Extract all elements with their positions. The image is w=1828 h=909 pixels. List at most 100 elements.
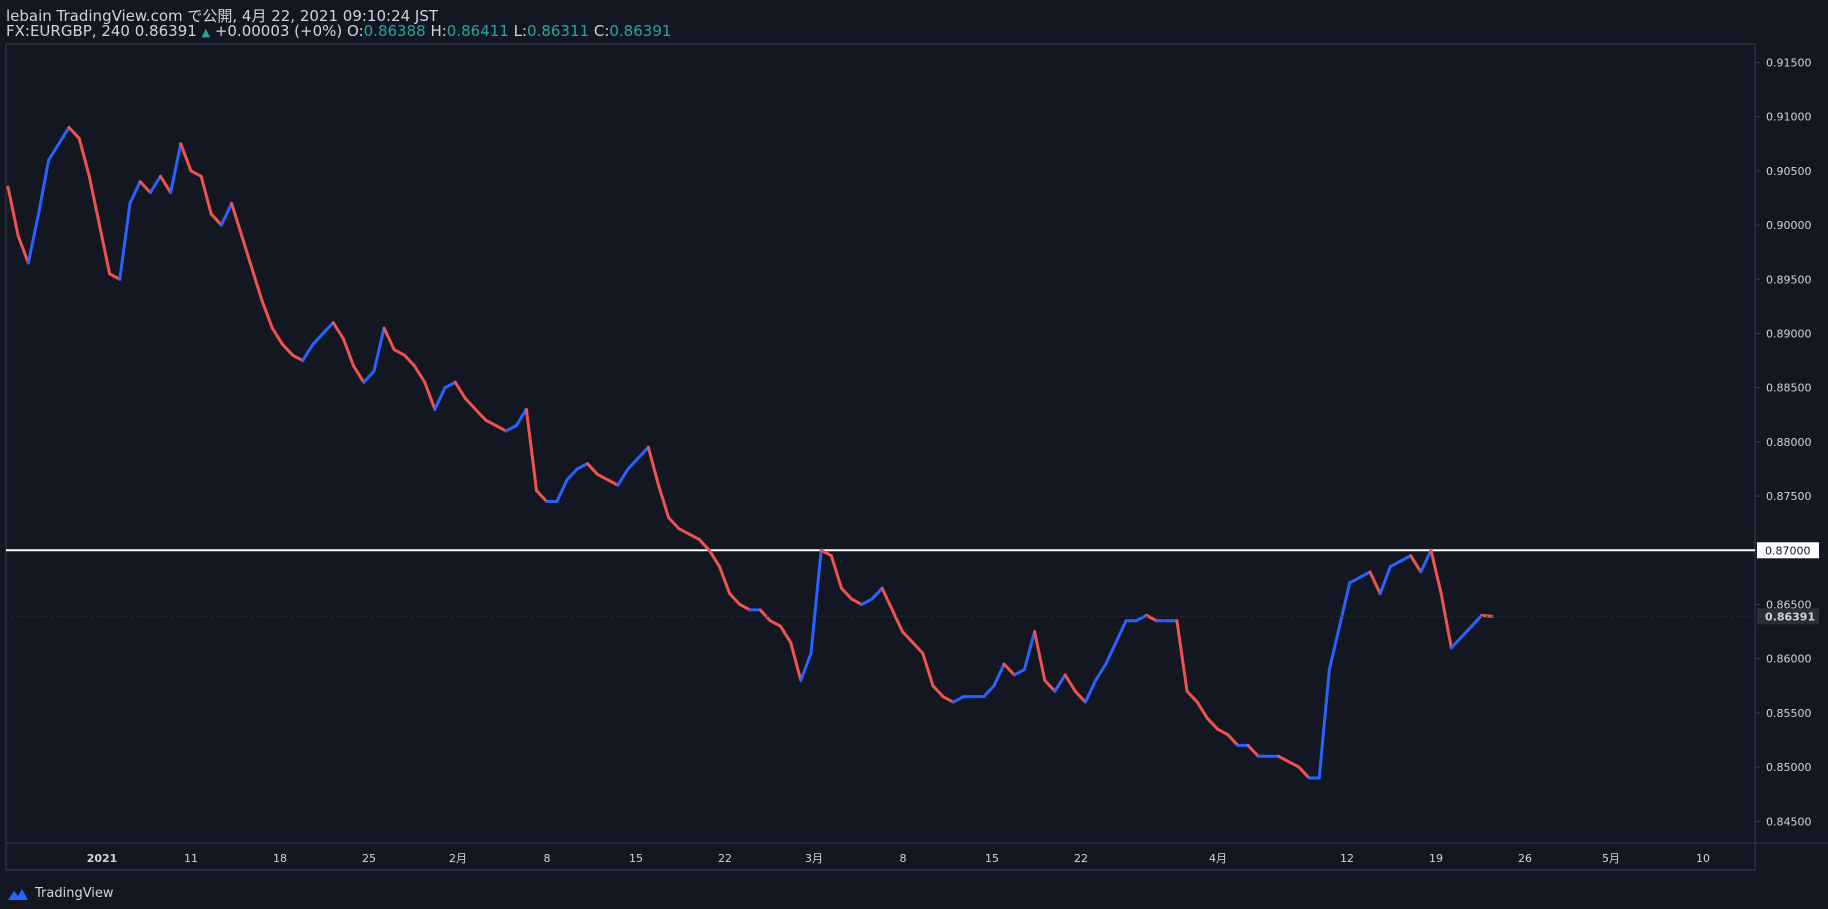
plot-border (5, 43, 1756, 871)
price-segment (1175, 619, 1189, 693)
price-segment (16, 234, 30, 265)
high-value: 0.86411 (446, 22, 509, 40)
price-segment (6, 185, 20, 238)
price-segment (1144, 613, 1159, 623)
price-segment (443, 380, 457, 390)
price-segment (67, 125, 81, 140)
price-segment (900, 630, 915, 644)
price-segment (413, 364, 427, 384)
y-tick-label: 0.85000 (1766, 761, 1812, 774)
price-segment (1104, 640, 1118, 666)
price-segment (433, 386, 447, 411)
chart-header-ohlc: FX:EURGBP, 240 0.86391 ▲ +0.00003 (+0%) … (6, 22, 671, 40)
price-segment (118, 201, 132, 281)
price-segment (829, 554, 843, 590)
price-segment (1338, 581, 1352, 628)
tradingview-cloud-icon (8, 888, 28, 900)
x-tick-label: 15 (985, 852, 999, 865)
price-segment (1033, 630, 1047, 682)
price-segment (189, 169, 203, 178)
price-segment (1277, 754, 1291, 764)
x-tick-label: 2月 (449, 852, 467, 865)
y-tick-label: 0.89500 (1766, 273, 1812, 286)
price-segment (1297, 765, 1311, 780)
price-segment (657, 483, 671, 520)
price-segment (77, 136, 91, 178)
price-segment (1185, 689, 1199, 704)
price-segment (1358, 570, 1372, 579)
y-tick-label: 0.84500 (1766, 815, 1812, 828)
price-segment (890, 608, 904, 634)
hline-price-label: 0.87000 (1765, 544, 1811, 557)
price-segment (992, 662, 1006, 688)
price-segment (1449, 635, 1464, 650)
price-segment (108, 272, 122, 281)
price-segment (646, 445, 661, 487)
price-segment (636, 445, 650, 460)
x-tick-label: 22 (1074, 852, 1088, 865)
price-segment (1114, 619, 1128, 644)
price-segment (169, 142, 183, 195)
price-segment (341, 337, 356, 368)
price-change: +0.00003 (+0%) (214, 22, 343, 40)
x-tick-label: 26 (1518, 852, 1532, 865)
price-segment (1399, 554, 1413, 563)
x-tick-label: 12 (1340, 852, 1354, 865)
price-segment (230, 201, 244, 238)
x-tick-label: 10 (1696, 852, 1710, 865)
y-tick-label: 0.91500 (1766, 56, 1812, 69)
price-segment (402, 353, 417, 368)
price-segment (596, 472, 610, 482)
price-segment (778, 624, 793, 644)
price-segment (1470, 613, 1484, 628)
price-segment (606, 478, 620, 487)
price-segment (1094, 662, 1108, 682)
price-segment (138, 180, 152, 195)
price-segment (1216, 727, 1230, 737)
price-segment (1460, 624, 1474, 639)
price-segment (209, 212, 223, 227)
price-segment (1439, 592, 1453, 650)
x-tick-label: 25 (362, 852, 376, 865)
price-segment (718, 565, 732, 596)
x-tick-label: 5月 (1602, 852, 1620, 865)
high-label: H: (430, 22, 447, 40)
price-segment (1043, 678, 1057, 693)
price-segment (1287, 760, 1301, 769)
price-segment (1002, 662, 1016, 677)
price-segment (179, 142, 193, 173)
chart-header-published: lebain TradingView.com で公開, 4月 22, 2021 … (6, 7, 439, 25)
price-segment (555, 478, 569, 504)
y-tick-label: 0.88500 (1766, 382, 1812, 395)
price-segment (809, 548, 823, 655)
price-segment (494, 424, 508, 433)
price-segment (362, 369, 376, 384)
price-segment (26, 212, 40, 265)
close-value: 0.86391 (609, 22, 672, 40)
price-segment (504, 424, 518, 433)
price-segment (148, 174, 162, 195)
price-segment (870, 586, 884, 601)
x-tick-label: 22 (718, 852, 732, 865)
price-segment (850, 597, 864, 606)
symbol-label[interactable]: FX:EURGBP, 240 (6, 22, 130, 40)
price-segment (280, 342, 295, 357)
price-segment (1205, 716, 1220, 731)
tradingview-logo[interactable]: TradingView (6, 886, 114, 901)
price-segment (524, 407, 539, 493)
x-tick-label: 2021 (87, 852, 118, 865)
price-segment (1348, 575, 1362, 585)
x-tick-label: 3月 (805, 852, 823, 865)
price-segment (707, 548, 722, 569)
price-segment (1022, 630, 1037, 672)
price-segment (240, 234, 254, 270)
low-value: 0.86311 (527, 22, 590, 40)
price-segment (626, 456, 640, 471)
price-segment (250, 266, 264, 303)
x-tick-label: 19 (1429, 852, 1443, 865)
y-tick-label: 0.91000 (1766, 111, 1812, 124)
price-segment (382, 326, 396, 352)
price-segment (839, 586, 854, 601)
x-tick-label: 8 (544, 852, 551, 865)
